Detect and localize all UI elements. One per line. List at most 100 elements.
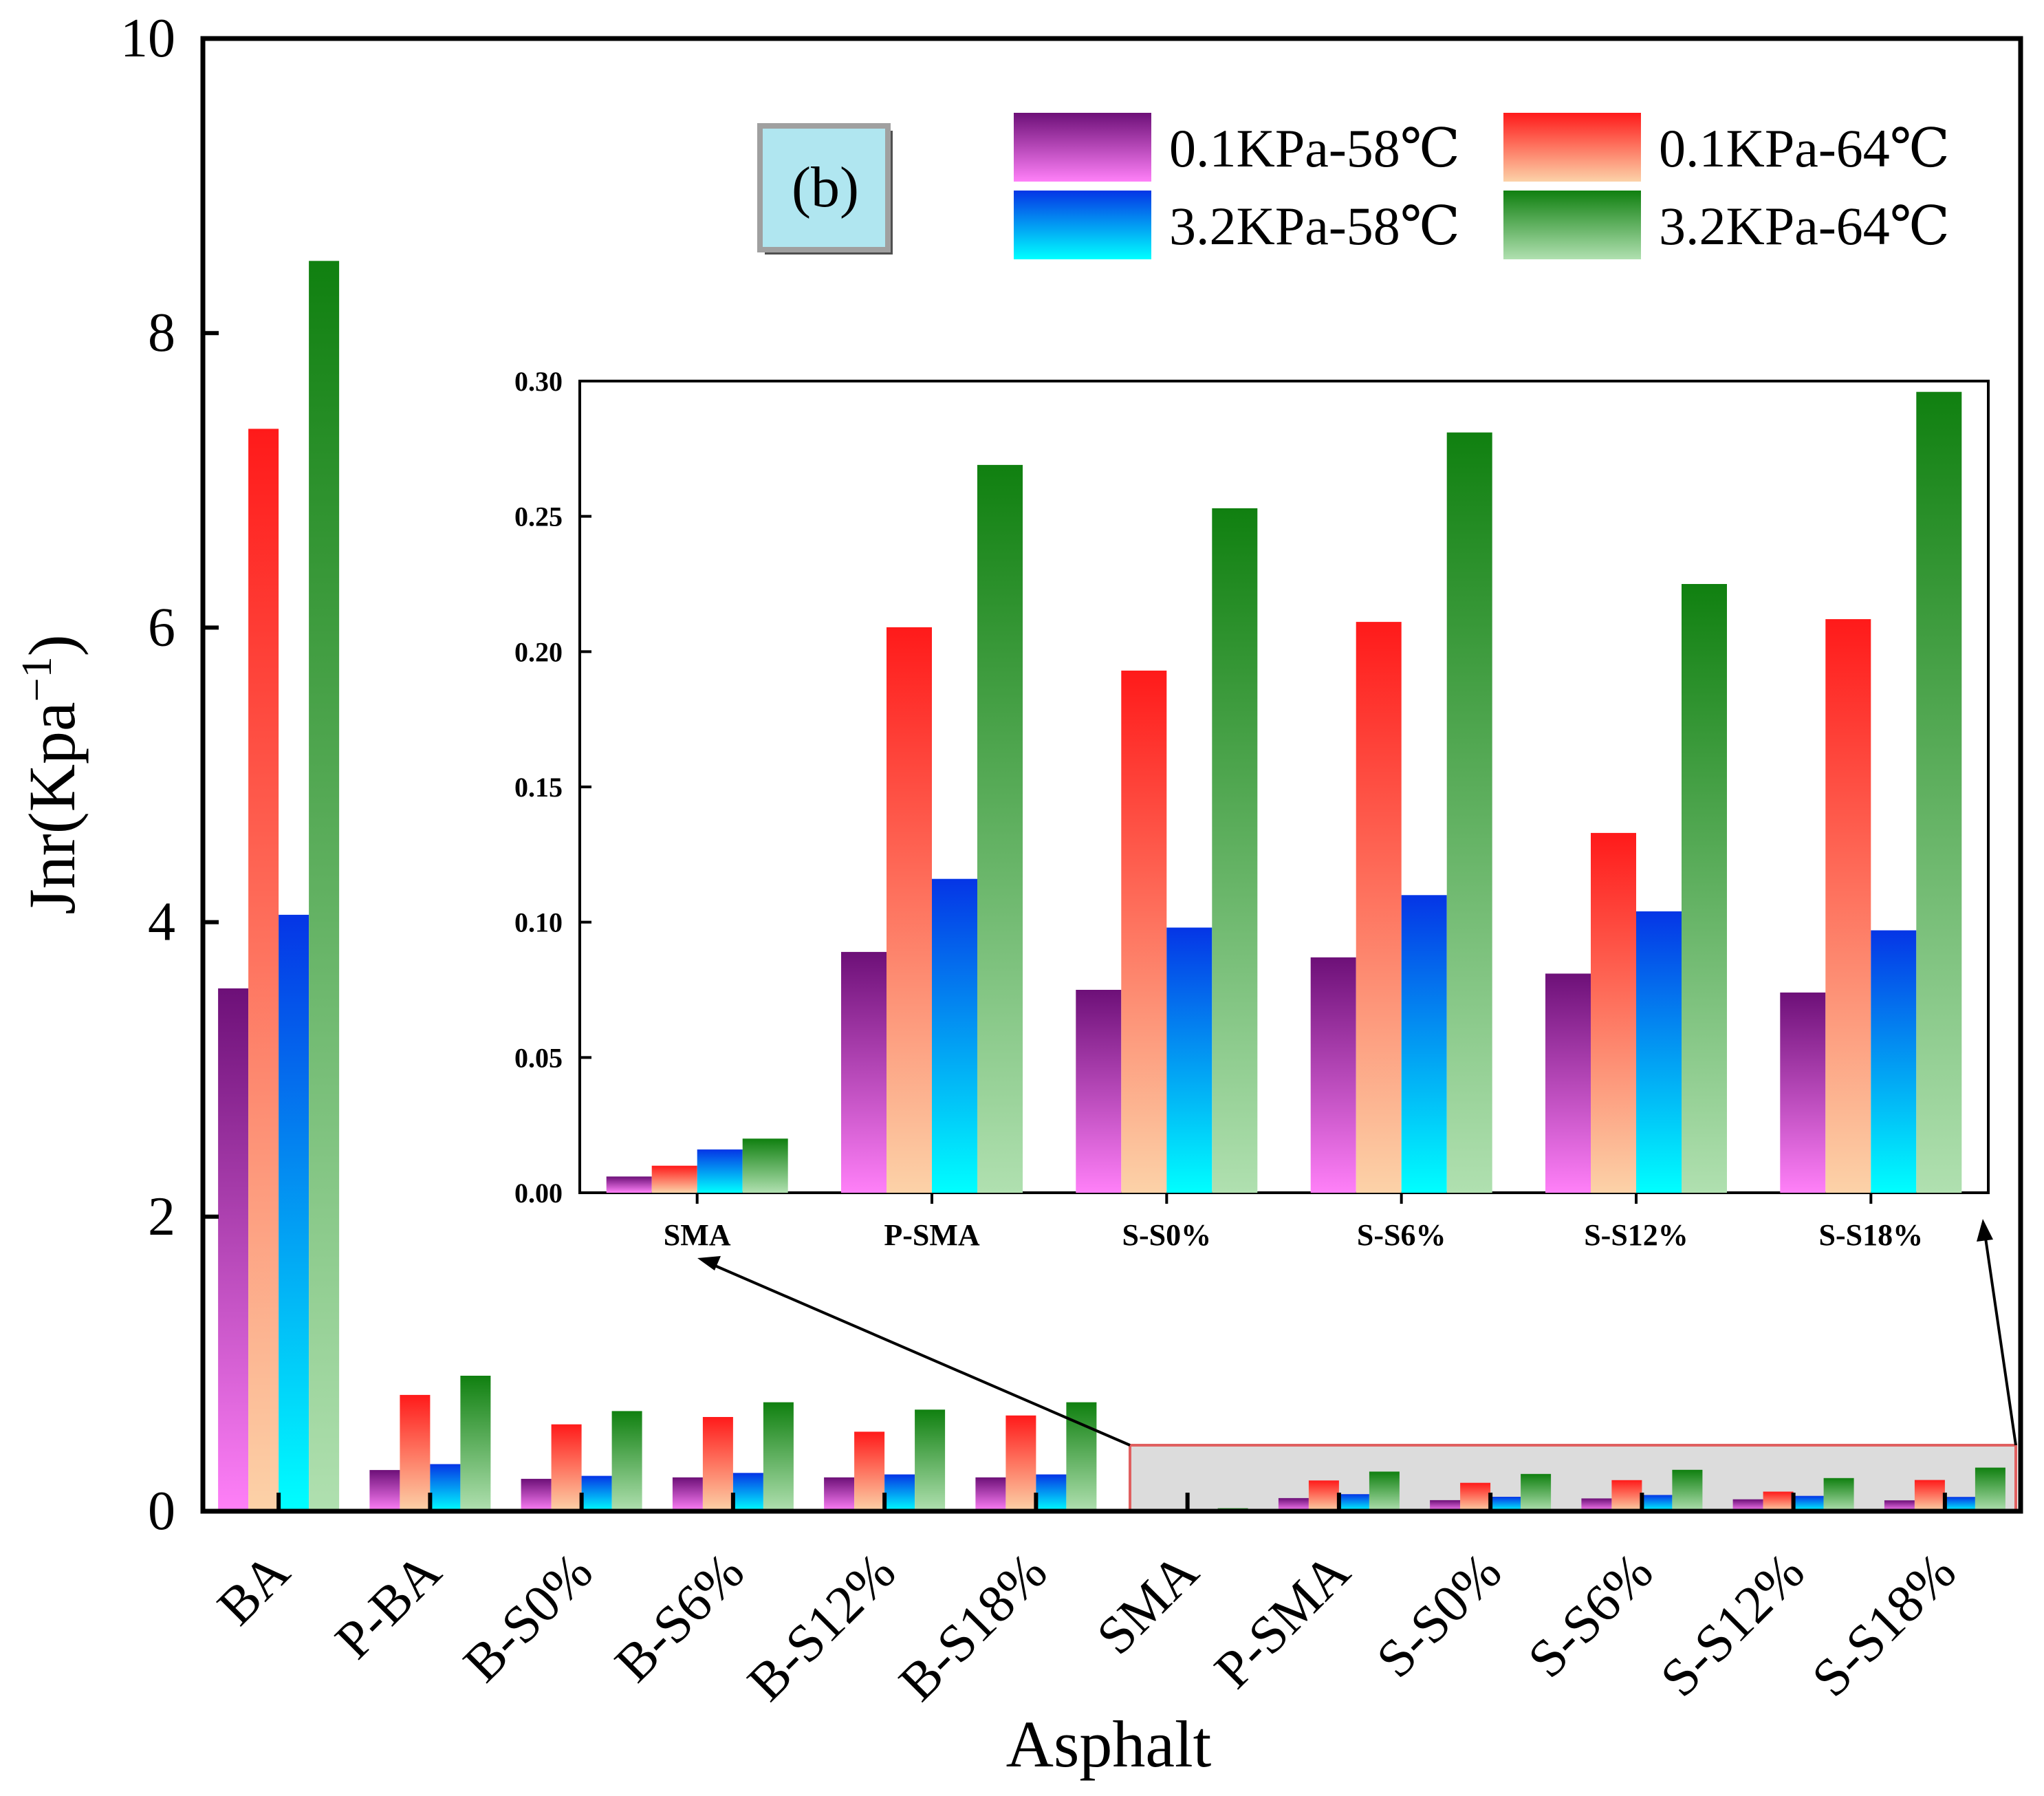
panel-label-box	[757, 123, 891, 252]
inset-y-tick-label: 0.05	[514, 1042, 563, 1073]
zoom-arrow-right	[1984, 1237, 2017, 1446]
legend-swatch-s3	[1014, 191, 1151, 259]
main-y-tick-label: 4	[148, 892, 175, 953]
main-bar-s3-11	[1944, 1497, 1975, 1511]
inset-axes: 0.00 0.05 0.10 0.15 0.20 0.25 0.30 SMA P-SMA S-S0…	[514, 366, 1923, 1252]
inset-x-tick-label: S-S6%	[1357, 1218, 1446, 1252]
inset-bar-s3-0	[697, 1149, 743, 1193]
main-bar-s1-0	[218, 988, 249, 1511]
main-x-tick-label: B-S0%	[452, 1541, 604, 1694]
highlight-region	[1129, 1444, 2017, 1513]
inset-bar-s1-2	[1076, 990, 1122, 1193]
inset-bar-s1-5	[1780, 992, 1826, 1193]
main-x-tick-label: BA	[206, 1541, 301, 1636]
main-y-tick-label: 6	[148, 597, 175, 658]
inset-bar-s4-5	[1916, 391, 1962, 1193]
legend-swatch-s4	[1503, 191, 1641, 259]
main-bar-s1-10	[1732, 1499, 1763, 1511]
y-axis-title-main: Jnr(Kpa	[15, 702, 89, 914]
main-bar-s1-9	[1581, 1498, 1612, 1511]
main-bar-s4-3	[763, 1402, 794, 1511]
inset-x-tick-label: SMA	[664, 1218, 731, 1252]
main-bar-s3-8	[1490, 1497, 1521, 1511]
inset-bar-s3-1	[932, 878, 977, 1193]
main-y-tick-label: 10	[120, 8, 175, 69]
main-bar-s3-7	[1338, 1494, 1369, 1511]
inset-x-tick-label: S-S18%	[1819, 1218, 1924, 1252]
main-bar-s1-3	[672, 1477, 703, 1511]
main-x-tick-label: SMA	[1085, 1541, 1210, 1666]
main-bar-s4-4	[915, 1409, 946, 1511]
main-bar-s2-10	[1763, 1491, 1794, 1511]
inset-x-tick-label: S-S0%	[1122, 1218, 1212, 1252]
inset-bars	[606, 391, 1962, 1193]
main-bar-s3-9	[1642, 1495, 1673, 1511]
panel-label: (b)	[792, 155, 859, 219]
y-axis-title: Jnr(Kpa−1)	[14, 634, 89, 914]
inset-bar-s3-5	[1871, 930, 1917, 1193]
inset-bar-s2-2	[1121, 670, 1167, 1193]
main-bar-s2-4	[854, 1431, 885, 1511]
inset-bar-s4-3	[1446, 432, 1492, 1193]
inset-plot-background	[578, 380, 1990, 1194]
inset-bar-s1-1	[841, 951, 887, 1193]
y-axis-title-close: )	[15, 634, 89, 656]
main-bar-s4-11	[1975, 1467, 2005, 1511]
inset-bar-s2-4	[1591, 832, 1636, 1193]
main-bar-s3-3	[732, 1473, 763, 1511]
main-bar-s2-1	[400, 1394, 431, 1511]
main-bar-s2-7	[1308, 1480, 1339, 1511]
x-axis-title: Asphalt	[1006, 1707, 1212, 1781]
main-bar-s1-5	[975, 1477, 1006, 1511]
main-plot-frame	[200, 36, 2023, 1514]
inset-bar-s3-3	[1401, 895, 1447, 1193]
inset-y-tick-label: 0.25	[514, 501, 563, 532]
main-bar-s4-9	[1672, 1469, 1703, 1511]
legend-swatch-s2	[1503, 113, 1641, 182]
main-x-tick-label: S-S6%	[1516, 1541, 1664, 1689]
main-bar-s4-7	[1369, 1471, 1400, 1511]
main-bar-s4-1	[460, 1376, 491, 1511]
main-x-tick-label: P-SMA	[1203, 1541, 1361, 1700]
main-bar-s3-2	[581, 1475, 612, 1511]
inset-bar-s4-4	[1682, 584, 1727, 1193]
main-bar-s2-2	[551, 1424, 582, 1511]
main-y-tick-label: 0	[148, 1481, 175, 1541]
main-bar-s1-7	[1278, 1497, 1309, 1511]
inset-bar-s1-4	[1545, 973, 1591, 1193]
inset-bar-s4-2	[1212, 508, 1258, 1193]
main-x-tick-label: B-S12%	[736, 1541, 906, 1712]
main-y-tick-label: 2	[148, 1187, 175, 1247]
inset-bar-s2-5	[1825, 619, 1871, 1193]
main-x-tick-label: P-BA	[323, 1541, 452, 1670]
main-x-tick-label: B-S18%	[887, 1541, 1058, 1712]
inset-y-tick-label: 0.20	[514, 636, 563, 667]
main-bar-s1-8	[1430, 1500, 1461, 1511]
main-bar-s2-5	[1005, 1415, 1036, 1511]
main-bar-s4-8	[1521, 1473, 1552, 1511]
inset-y-tick-label: 0.10	[514, 907, 563, 938]
zoom-arrowhead-left	[697, 1256, 721, 1270]
inset-bar-s3-4	[1636, 911, 1682, 1193]
legend-label-s3: 3.2KPa-58℃	[1169, 196, 1460, 256]
inset-bar-s4-1	[977, 464, 1023, 1193]
inset-bar-s2-0	[651, 1165, 697, 1193]
legend-swatch-s1	[1014, 113, 1151, 182]
main-bar-s2-9	[1611, 1480, 1642, 1511]
main-x-tick-label: B-S6%	[603, 1541, 755, 1694]
zoom-arrowhead-right	[1977, 1219, 1993, 1242]
main-bar-s2-8	[1460, 1482, 1491, 1511]
main-bar-s1-11	[1884, 1500, 1915, 1511]
main-bar-s2-3	[702, 1417, 733, 1511]
main-bar-s3-10	[1793, 1495, 1824, 1511]
main-x-tick-label: S-S12%	[1649, 1541, 1815, 1708]
main-bar-s1-4	[824, 1477, 855, 1511]
legend-label-s2: 0.1KPa-64℃	[1659, 118, 1950, 178]
main-bar-s3-5	[1036, 1474, 1067, 1511]
main-bar-s4-2	[611, 1411, 642, 1511]
inset-bar-s4-0	[742, 1138, 788, 1193]
main-bar-s2-11	[1914, 1480, 1945, 1511]
main-bar-s3-1	[430, 1464, 461, 1511]
legend: 0.1KPa-58℃ 0.1KPa-64℃ 3.2KPa-58℃ 3.2KPa-64℃	[1014, 113, 1950, 259]
main-bar-s3-0	[279, 914, 309, 1511]
